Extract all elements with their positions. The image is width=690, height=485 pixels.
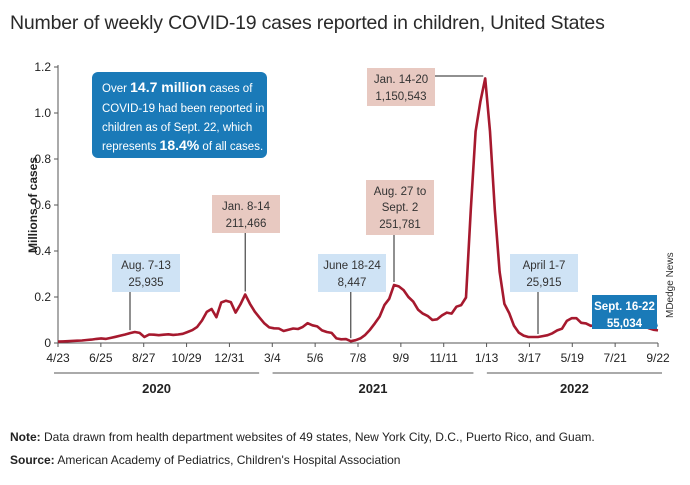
annotation-date: April 1-7 bbox=[523, 260, 566, 272]
x-tick-label: 5/19 bbox=[561, 351, 585, 365]
y-axis-label: Millions of cases bbox=[26, 157, 40, 253]
x-tick-label: 12/31 bbox=[214, 351, 244, 365]
annotation-box bbox=[112, 254, 180, 292]
series-line bbox=[57, 77, 659, 343]
callout-line-3: children as of Sept. 22, which bbox=[102, 122, 252, 134]
callout-line-1: Over 14.7 million cases of bbox=[102, 79, 253, 95]
year-label: 2022 bbox=[560, 381, 589, 396]
y-tick-label: 0.8 bbox=[34, 152, 51, 166]
y-tick-label: 0.2 bbox=[34, 290, 51, 304]
x-tick-label: 7/8 bbox=[350, 351, 367, 365]
annotation-date: Aug. 27 to bbox=[374, 186, 426, 198]
x-tick-label: 3/17 bbox=[518, 351, 542, 365]
annotation-box bbox=[592, 295, 657, 329]
x-tick-label: 3/4 bbox=[264, 351, 281, 365]
annotation-date: Aug. 7-13 bbox=[121, 260, 171, 272]
x-tick-label: 6/25 bbox=[89, 351, 113, 365]
y-tick-label: 0.4 bbox=[34, 244, 51, 258]
annotation-box bbox=[318, 254, 386, 292]
source-footer: Source: American Academy of Pediatrics, … bbox=[10, 453, 400, 467]
y-tick-label: 1.0 bbox=[34, 106, 51, 120]
y-tick-label: 0 bbox=[44, 336, 51, 350]
annotation-value: 25,915 bbox=[526, 277, 561, 289]
annotation-value: 251,781 bbox=[379, 219, 421, 231]
x-tick-label: 9/22 bbox=[646, 351, 670, 365]
callout-box bbox=[92, 72, 267, 158]
annotation-value: 211,466 bbox=[226, 218, 267, 230]
callout-line-4: represents 18.4% of all cases. bbox=[102, 137, 263, 153]
x-tick-label: 7/21 bbox=[603, 351, 627, 365]
annotation-box bbox=[510, 254, 578, 292]
source-text: American Academy of Pediatrics, Children… bbox=[54, 453, 401, 467]
annotation-value: 1,150,543 bbox=[375, 91, 426, 103]
annotation-value: 55,034 bbox=[607, 318, 643, 330]
year-label: 2021 bbox=[359, 381, 388, 396]
callout-line-2: COVID-19 had been reported in bbox=[102, 103, 264, 115]
annotation-value: 25,935 bbox=[128, 277, 163, 289]
chart-title: Number of weekly COVID-19 cases reported… bbox=[10, 12, 605, 34]
line-chart: 0 0.2 0.4 0.6 0.8 1.0 1.2 Millions of cases 4/23… bbox=[26, 60, 670, 396]
y-tick-label: 1.2 bbox=[34, 60, 51, 74]
x-tick-label: 8/27 bbox=[132, 351, 156, 365]
y-tick-label: 0.6 bbox=[34, 198, 51, 212]
year-label: 2020 bbox=[142, 381, 171, 396]
annotation-date: Sept. 16-22 bbox=[594, 301, 655, 313]
source-label: Source: bbox=[10, 453, 55, 467]
annotation-date: Jan. 14-20 bbox=[374, 74, 428, 86]
x-tick-label: 9/9 bbox=[393, 351, 410, 365]
note-label: Note: bbox=[10, 430, 41, 444]
x-tick-label: 11/11 bbox=[430, 351, 459, 365]
x-tick-label: 5/6 bbox=[307, 351, 324, 365]
annotation-date-line2: Sept. 2 bbox=[382, 202, 418, 214]
credit: MDedge News bbox=[665, 252, 676, 318]
annotation-date: June 18-24 bbox=[323, 260, 381, 272]
x-tick-label: 4/23 bbox=[46, 351, 70, 365]
note-text: Data drawn from health department websit… bbox=[40, 430, 595, 444]
annotation-value: 8,447 bbox=[338, 277, 367, 289]
note-footer: Note: Data drawn from health department … bbox=[10, 430, 595, 444]
x-tick-label: 10/29 bbox=[172, 351, 202, 365]
annotation-date: Jan. 8-14 bbox=[222, 201, 271, 213]
annotation-box bbox=[366, 180, 434, 235]
annotation-box bbox=[367, 68, 435, 106]
x-tick-label: 1/13 bbox=[475, 351, 499, 365]
annotation-box bbox=[212, 195, 280, 233]
